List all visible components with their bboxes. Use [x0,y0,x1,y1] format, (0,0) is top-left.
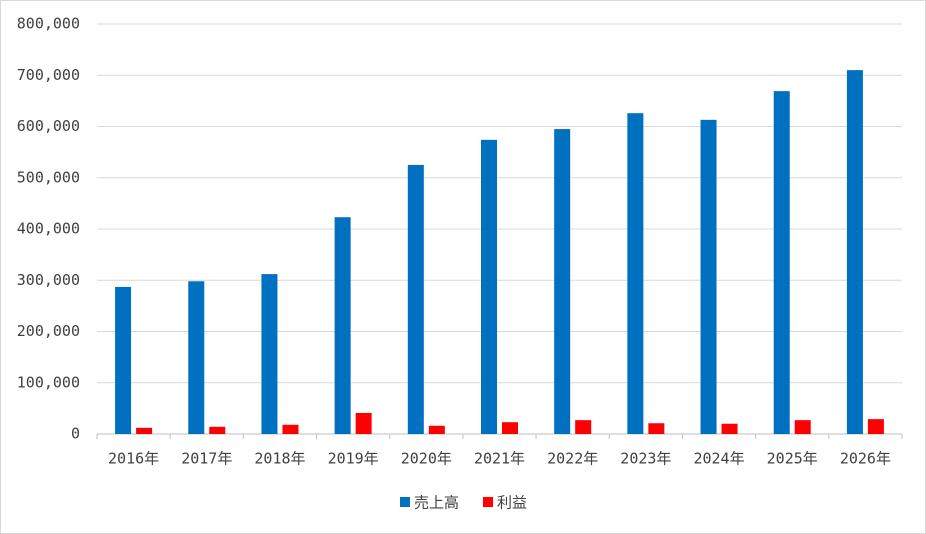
x-tick-label: 2018年 [254,450,305,468]
y-tick-label: 0 [71,425,80,443]
bar [867,419,884,434]
bar [428,425,445,434]
bar [481,139,497,434]
bar [700,119,717,435]
bar [115,286,132,434]
y-tick-label: 500,000 [17,168,80,186]
bar [648,423,665,434]
bar [334,217,351,434]
x-tick-label: 2017年 [181,450,232,468]
bar [554,129,571,434]
legend-swatch [483,497,494,507]
x-tick-label: 2022年 [547,450,598,468]
y-tick-label: 800,000 [17,15,80,33]
bar [846,70,863,434]
x-tick-label: 2020年 [401,450,452,468]
y-tick-label: 100,000 [17,373,80,391]
x-tick-label: 2016年 [108,450,159,468]
x-tick-label: 2023年 [620,450,671,468]
x-tick-label: 2025年 [767,450,818,468]
bar [261,274,278,434]
bar [627,113,644,435]
legend-swatch [400,497,410,507]
legend-label: 利益 [497,494,527,512]
y-tick-label: 300,000 [17,271,80,289]
x-tick-label: 2021年 [474,450,525,468]
bar [773,91,790,434]
y-tick-label: 700,000 [17,66,80,84]
y-tick-label: 400,000 [17,220,80,238]
bar [282,424,299,434]
bar [188,281,205,434]
bar [575,420,592,434]
bar [794,420,811,434]
x-tick-label: 2026年 [840,450,891,468]
bar [355,412,372,434]
bar [209,426,226,434]
bar [721,423,738,434]
bar [136,427,153,434]
legend-label: 売上高 [414,494,459,512]
y-tick-label: 600,000 [17,117,80,135]
bar [502,422,518,434]
y-tick-label: 200,000 [17,322,80,340]
x-tick-label: 2019年 [328,450,379,468]
bar [407,164,424,434]
x-tick-label: 2024年 [693,450,744,468]
